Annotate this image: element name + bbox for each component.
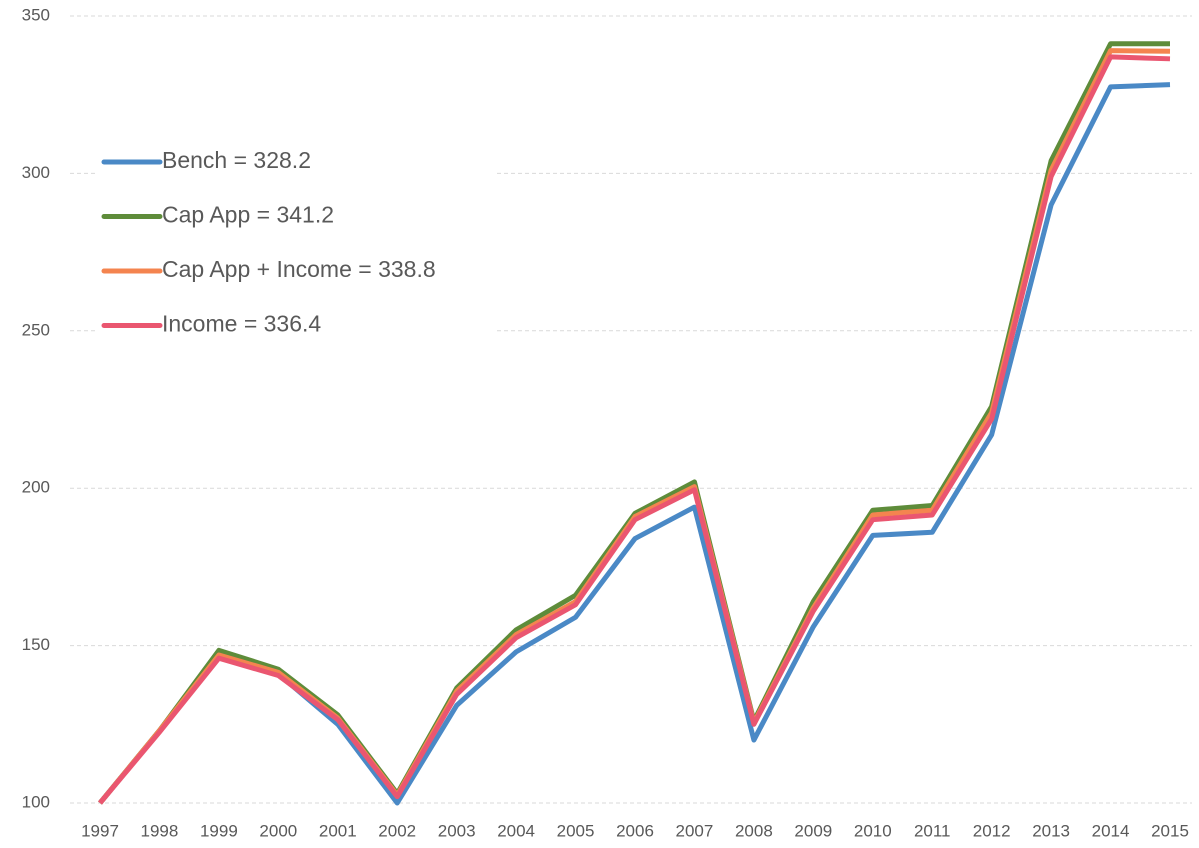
x-tick-label: 2014	[1092, 821, 1130, 840]
x-tick-label: 1997	[81, 821, 119, 840]
y-tick-label: 350	[22, 5, 50, 24]
y-tick-label: 150	[22, 635, 50, 654]
legend-label: Bench = 328.2	[162, 147, 311, 173]
y-tick-label: 200	[22, 478, 50, 497]
x-tick-label: 2003	[438, 821, 476, 840]
x-tick-label: 2002	[378, 821, 416, 840]
x-tick-label: 2013	[1032, 821, 1070, 840]
x-tick-label: 2010	[854, 821, 892, 840]
y-tick-label: 300	[22, 163, 50, 182]
x-tick-label: 2012	[973, 821, 1011, 840]
x-tick-label: 2008	[735, 821, 773, 840]
x-tick-label: 2000	[259, 821, 297, 840]
x-tick-label: 2006	[616, 821, 654, 840]
x-tick-label: 2009	[794, 821, 832, 840]
x-tick-label: 2007	[676, 821, 714, 840]
x-tick-label: 2011	[914, 821, 951, 840]
y-tick-label: 250	[22, 320, 50, 339]
series-line	[98, 54, 1171, 805]
x-tick-label: 2015	[1151, 821, 1189, 840]
x-tick-label: 1998	[141, 821, 179, 840]
x-tick-label: 2001	[319, 821, 357, 840]
x-tick-label: 2004	[497, 821, 535, 840]
legend-background	[95, 140, 495, 350]
legend-label: Cap App = 341.2	[162, 202, 334, 228]
legend-label: Income = 336.4	[162, 311, 321, 337]
x-tick-label: 2005	[557, 821, 595, 840]
legend-label: Cap App + Income = 338.8	[162, 256, 436, 282]
y-tick-label: 100	[22, 792, 50, 811]
x-tick-label: 1999	[200, 821, 238, 840]
